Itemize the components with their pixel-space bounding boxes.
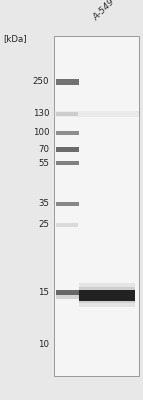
Text: 55: 55	[38, 159, 49, 168]
Bar	[56, 79, 79, 85]
Text: 130: 130	[33, 110, 49, 118]
Text: 70: 70	[38, 145, 49, 154]
Bar	[79, 287, 135, 303]
Bar	[56, 130, 79, 135]
Text: 250: 250	[33, 78, 49, 86]
Text: 100: 100	[33, 128, 49, 137]
Text: 25: 25	[38, 220, 49, 229]
Bar	[56, 161, 79, 166]
FancyBboxPatch shape	[54, 111, 139, 117]
Bar	[56, 290, 79, 295]
Text: A-549: A-549	[92, 0, 117, 22]
Bar	[56, 291, 80, 299]
Bar	[56, 112, 78, 116]
Text: 15: 15	[38, 288, 49, 297]
Bar	[79, 290, 135, 301]
Bar	[56, 202, 79, 206]
Bar	[56, 223, 78, 227]
FancyBboxPatch shape	[54, 36, 139, 376]
Text: 10: 10	[38, 340, 49, 349]
Text: 35: 35	[38, 200, 49, 208]
Bar	[79, 291, 135, 299]
Bar	[79, 283, 135, 307]
Text: [kDa]: [kDa]	[3, 34, 26, 43]
Bar	[56, 146, 79, 152]
